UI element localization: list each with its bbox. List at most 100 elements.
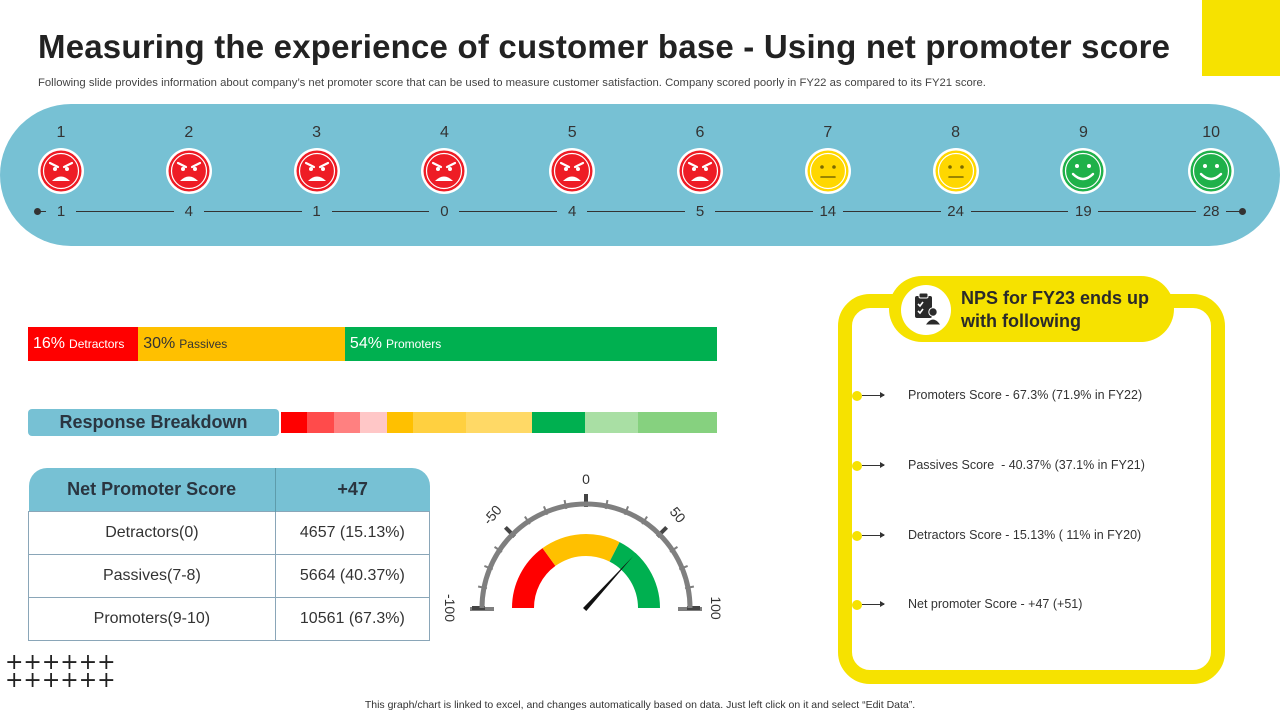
clipboard-person-icon: [901, 285, 951, 335]
arrow-right-icon: [862, 462, 885, 468]
gauge-needle: [583, 556, 634, 611]
scale-count: 19: [1068, 203, 1099, 220]
angry-face-icon: [165, 148, 212, 194]
distribution-segment: 30% Passives: [138, 327, 345, 361]
summary-bullet: Promoters Score - 67.3% (71.9% in FY22): [852, 386, 1212, 406]
crosses-row: ++++++: [5, 668, 116, 693]
gauge-label-neg-mid: -50: [480, 502, 505, 528]
scale-count: 5: [685, 203, 715, 220]
count-axis-line: [38, 211, 1242, 212]
scale-score: 10: [1202, 124, 1221, 141]
axis-end-dot: [1239, 208, 1246, 215]
summary-bullet: Net promoter Score - +47 (+51): [852, 595, 1212, 615]
scale-count: 1: [46, 203, 76, 220]
arrow-right-icon: [862, 532, 885, 538]
angry-face-icon: [549, 148, 596, 194]
angry-face-icon: [293, 148, 340, 194]
arrow-right-icon: [862, 601, 885, 607]
response-breakdown-label: Response Breakdown: [28, 409, 279, 436]
summary-bullet-text: Promoters Score - 67.3% (71.9% in FY22): [908, 388, 1143, 402]
gauge-label-pos-mid: 50: [667, 504, 689, 526]
neutral-face-icon: [932, 148, 979, 194]
happy-face-icon: [1188, 148, 1235, 194]
bullet-dot-icon: [852, 600, 862, 610]
nps-table-header: Net Promoter Score +47: [28, 468, 430, 511]
scale-score: 2: [184, 124, 194, 141]
arrow-right-icon: [862, 392, 885, 398]
gauge-label-max: 100: [708, 596, 724, 620]
scale-score: 9: [1078, 124, 1088, 141]
distribution-segment: 54% Promoters: [344, 327, 717, 361]
nps-summary-panel: [838, 294, 1225, 684]
decorative-crosses: ++++++ ++++++: [5, 652, 116, 693]
gauge-zone: [542, 534, 620, 566]
page-title: Measuring the experience of customer bas…: [38, 28, 1171, 65]
table-row-value: 5664 (40.37%): [274, 553, 431, 598]
angry-face-icon: [421, 148, 468, 194]
bullet-dot-icon: [852, 531, 862, 541]
bullet-dot-icon: [852, 391, 862, 401]
summary-bullet: Passives Score - 40.37% (37.1% in FY21): [852, 456, 1212, 476]
table-row: Passives(7-8) 5664 (40.37%): [28, 553, 431, 598]
table-row-label: Promoters(9-10): [28, 596, 276, 641]
scale-score: 8: [951, 124, 961, 141]
table-row-value: 4657 (15.13%): [274, 510, 431, 555]
scale-score: 4: [439, 124, 449, 141]
nps-distribution-bar: 16% Detractors 30% Passives 54% Promoters: [28, 327, 717, 361]
breakdown-segment: [465, 412, 532, 433]
gauge-zone: [512, 548, 556, 608]
scale-count: 1: [301, 203, 332, 220]
nps-table: Net Promoter Score +47 Detractors(0) 465…: [28, 468, 431, 641]
scale-score: 7: [823, 124, 833, 141]
table-row: Detractors(0) 4657 (15.13%): [28, 510, 431, 555]
scale-count: 14: [812, 203, 843, 220]
scale-count: 24: [940, 203, 971, 220]
summary-bullet: Detractors Score - 15.13% ( 11% in FY20): [852, 526, 1212, 546]
distribution-segment: 16% Detractors: [28, 327, 139, 361]
gauge-label-min: -100: [442, 594, 458, 622]
scale-count: 4: [557, 203, 588, 220]
scale-score: 5: [567, 124, 577, 141]
angry-face-icon: [677, 148, 723, 194]
breakdown-segment: [637, 412, 717, 433]
scale-score: 1: [56, 124, 66, 141]
rating-scale-band: 1 1 2 4 3 1 4 0 5 4 6 5 7 14 8 24 9 19 10 28: [0, 104, 1280, 246]
distribution-percent: 54%: [349, 335, 382, 352]
breakdown-segment: [307, 412, 334, 433]
breakdown-segment: [281, 412, 308, 433]
scale-score: 6: [695, 124, 705, 141]
breakdown-segment: [386, 412, 414, 433]
gauge-zone: [609, 542, 660, 608]
distribution-label: Passives: [179, 337, 228, 351]
breakdown-segment: [333, 412, 361, 433]
distribution-percent: 30%: [143, 335, 176, 352]
gauge-label-zero: 0: [582, 471, 590, 487]
axis-start-dot: [34, 208, 41, 215]
distribution-percent: 16%: [33, 335, 66, 352]
summary-bullet-text: Passives Score - 40.37% (37.1% in FY21): [908, 458, 1145, 472]
nps-gauge: 0 -50 50 -100 100: [442, 471, 724, 622]
table-row-label: Passives(7-8): [28, 553, 276, 598]
angry-face-icon: [38, 148, 84, 194]
breakdown-segment: [584, 412, 638, 433]
nps-table-header-label: Net Promoter Score: [28, 468, 276, 511]
breakdown-segment: [360, 412, 387, 433]
distribution-label: Promoters: [385, 337, 442, 351]
page-subtitle: Following slide provides information abo…: [38, 77, 986, 89]
gauge-scale-arc: [479, 501, 693, 609]
distribution-label: Detractors: [69, 337, 125, 351]
scale-count: 0: [429, 203, 460, 220]
happy-face-icon: [1060, 148, 1107, 194]
breakdown-segment: [413, 412, 466, 433]
nps-summary-title: NPS for FY23 ends up with following: [961, 288, 1150, 331]
response-breakdown-strip: [281, 412, 717, 433]
footer-note: This graph/chart is linked to excel, and…: [364, 699, 916, 711]
table-row-label: Detractors(0): [28, 510, 276, 555]
corner-accent: [1202, 0, 1280, 76]
summary-bullet-text: Detractors Score - 15.13% ( 11% in FY20): [908, 528, 1142, 542]
breakdown-segment: [532, 412, 585, 433]
scale-score: 3: [312, 124, 322, 141]
table-row: Promoters(9-10) 10561 (67.3%): [28, 596, 431, 641]
scale-count: 28: [1196, 203, 1227, 220]
bullet-dot-icon: [852, 461, 862, 471]
